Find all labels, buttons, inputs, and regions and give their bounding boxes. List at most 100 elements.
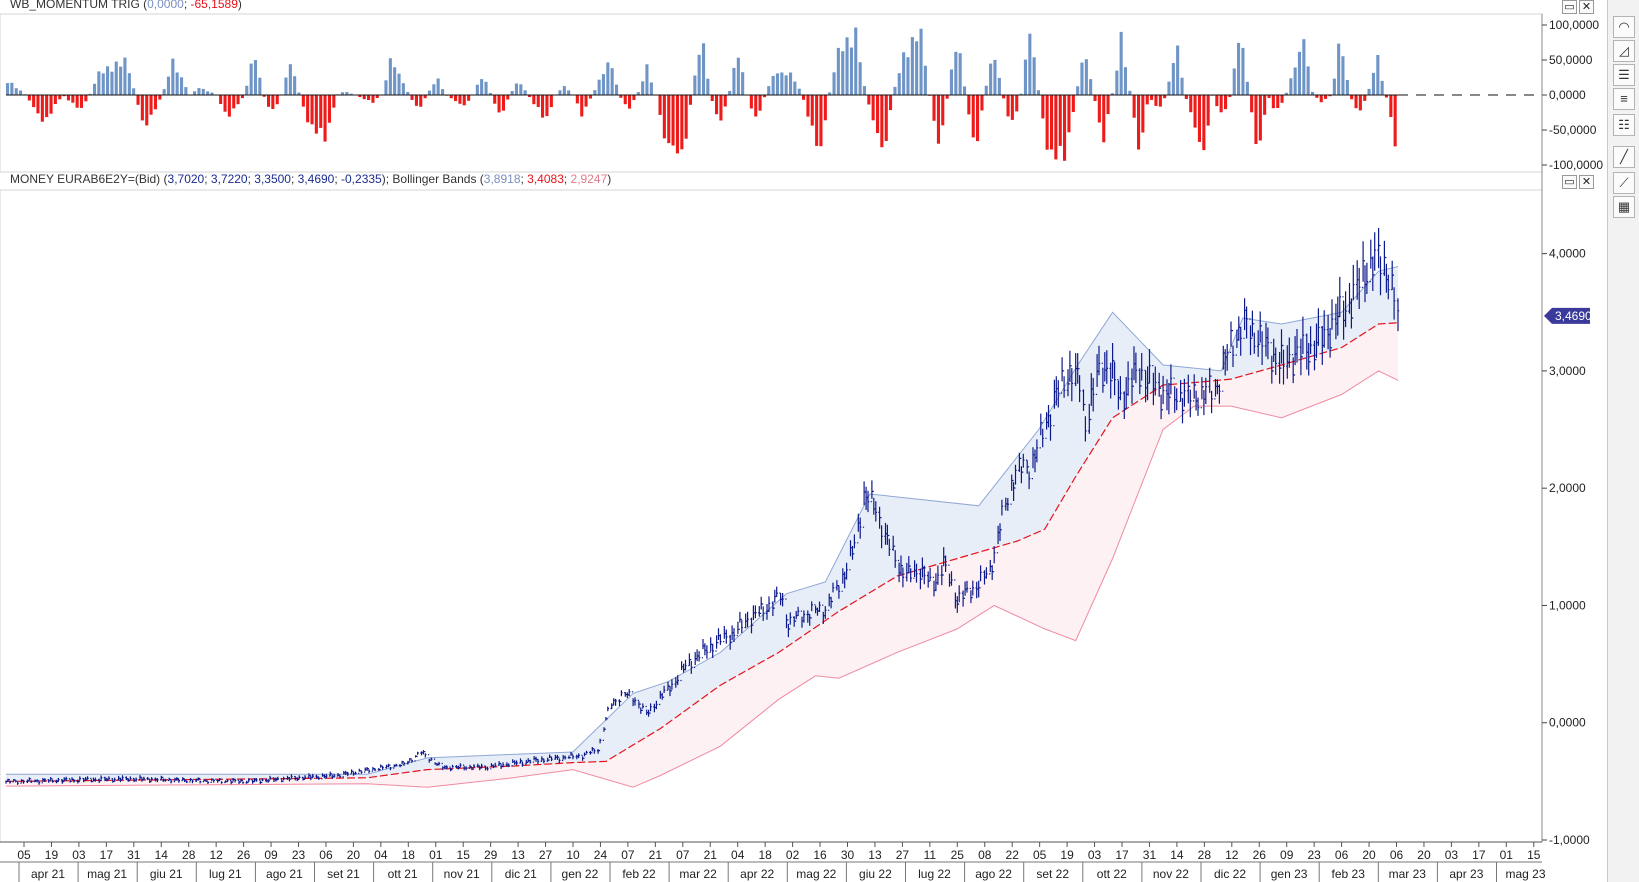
momentum-bar xyxy=(1189,95,1193,113)
x-axis-day-label: 06 xyxy=(1390,848,1404,862)
x-axis-month-label: ott 21 xyxy=(388,867,418,881)
x-axis-month-label: gen 22 xyxy=(562,867,599,881)
momentum-bar xyxy=(1167,81,1171,95)
momentum-bar xyxy=(684,95,688,139)
momentum-bar xyxy=(528,95,532,97)
momentum-bar xyxy=(858,62,862,95)
momentum-bar xyxy=(1010,95,1014,120)
price-title: MONEY EURAB6E2Y=(Bid) xyxy=(10,172,161,186)
x-axis-day-label: 17 xyxy=(100,848,114,862)
momentum-bar xyxy=(862,86,866,95)
momentum-bar xyxy=(1328,95,1332,97)
momentum-maximize-button[interactable]: ▭ xyxy=(1562,0,1577,14)
price-tick-label: -1,0000 xyxy=(1549,833,1590,847)
momentum-bar xyxy=(271,95,275,109)
momentum-bar xyxy=(1123,67,1127,95)
momentum-bar xyxy=(1045,95,1049,150)
momentum-bar xyxy=(636,92,640,95)
momentum-bar xyxy=(658,95,662,115)
pitchfork-tool-icon[interactable]: ☰ xyxy=(1613,64,1635,86)
momentum-bar xyxy=(249,63,253,95)
momentum-bar xyxy=(828,92,832,95)
x-axis-day-label: 05 xyxy=(1033,848,1047,862)
momentum-bar xyxy=(1115,70,1119,95)
momentum-bar xyxy=(758,95,762,111)
momentum-bar xyxy=(210,92,214,95)
x-axis-day-label: 04 xyxy=(374,848,388,862)
momentum-bar xyxy=(66,95,70,101)
line-tool-icon[interactable]: ⟋ xyxy=(1613,172,1635,194)
momentum-bar xyxy=(771,75,775,95)
momentum-bar xyxy=(514,83,518,95)
bb-upper-line xyxy=(6,266,1399,775)
momentum-bar xyxy=(127,73,131,95)
momentum-bar xyxy=(971,95,975,138)
momentum-value-2: -65,1589 xyxy=(190,0,238,11)
momentum-bar xyxy=(1089,79,1093,95)
momentum-bar xyxy=(649,82,653,95)
momentum-bar xyxy=(688,95,692,105)
price-tick-label: 4,0000 xyxy=(1549,247,1586,261)
arc-tool-icon[interactable]: ◠ xyxy=(1613,16,1635,38)
trendline-tool-icon[interactable]: ╱ xyxy=(1613,146,1635,168)
momentum-bar xyxy=(475,84,479,95)
momentum-bar xyxy=(845,37,849,95)
momentum-bar xyxy=(1371,72,1375,95)
levels-tool-icon[interactable]: ☷ xyxy=(1613,114,1635,136)
momentum-bar xyxy=(806,95,810,117)
momentum-bar xyxy=(1006,95,1010,117)
momentum-bar xyxy=(980,95,984,111)
momentum-bar xyxy=(1341,56,1345,95)
momentum-bar xyxy=(536,95,540,107)
fan-tool-icon[interactable]: ◿ xyxy=(1613,40,1635,62)
momentum-bar xyxy=(1219,95,1223,113)
momentum-title: WB_MOMENTUM TRIG xyxy=(10,0,140,11)
momentum-bar xyxy=(723,95,727,107)
price-close-button[interactable]: ✕ xyxy=(1579,175,1594,189)
momentum-bar xyxy=(871,95,875,121)
momentum-bar xyxy=(6,83,10,95)
x-axis-day-label: 15 xyxy=(457,848,471,862)
momentum-bar xyxy=(580,95,584,117)
momentum-bar xyxy=(371,95,375,103)
momentum-bar xyxy=(114,61,118,95)
momentum-bar xyxy=(832,72,836,95)
price-maximize-button[interactable]: ▭ xyxy=(1562,175,1577,189)
momentum-close-button[interactable]: ✕ xyxy=(1579,0,1594,14)
momentum-bar xyxy=(1384,95,1388,98)
momentum-bar xyxy=(549,95,553,108)
momentum-bar xyxy=(323,95,327,142)
momentum-bar xyxy=(1332,78,1336,95)
momentum-bar xyxy=(880,95,884,148)
momentum-bar xyxy=(1319,95,1323,103)
x-axis-day-label: 14 xyxy=(1170,848,1184,862)
x-axis-month-label: feb 23 xyxy=(1332,867,1366,881)
momentum-bar xyxy=(493,95,497,104)
momentum-bar xyxy=(49,95,53,114)
momentum-bar xyxy=(1015,95,1019,112)
pattern-tool-icon[interactable]: ▦ xyxy=(1613,196,1635,218)
x-axis-day-label: 18 xyxy=(758,848,772,862)
momentum-bar xyxy=(675,95,679,154)
momentum-bar xyxy=(1084,59,1088,95)
momentum-bar xyxy=(397,73,401,95)
momentum-bar xyxy=(1110,93,1114,95)
momentum-bar xyxy=(1145,95,1149,105)
drawing-toolbar: ◠ ◿ ☰ ≡ ☷ ╱ ⟋ ▦ xyxy=(1607,0,1639,882)
momentum-bar xyxy=(301,95,305,107)
x-axis-month-label: ago 21 xyxy=(266,867,303,881)
axes: 100,000050,00000,0000-50,0000-100,00004,… xyxy=(0,14,1603,882)
momentum-bar xyxy=(414,95,418,106)
x-axis-day-label: 26 xyxy=(1253,848,1267,862)
momentum-bar xyxy=(275,95,279,105)
momentum-bar xyxy=(841,51,845,95)
momentum-bar xyxy=(932,95,936,121)
momentum-bar xyxy=(789,72,793,95)
regression-tool-icon[interactable]: ≡ xyxy=(1613,88,1635,110)
momentum-bar xyxy=(793,81,797,95)
momentum-bar xyxy=(340,92,344,95)
momentum-bar xyxy=(532,95,536,105)
momentum-bar xyxy=(1019,93,1023,95)
momentum-bar xyxy=(680,95,684,150)
x-axis-month-label: mag 22 xyxy=(796,867,836,881)
